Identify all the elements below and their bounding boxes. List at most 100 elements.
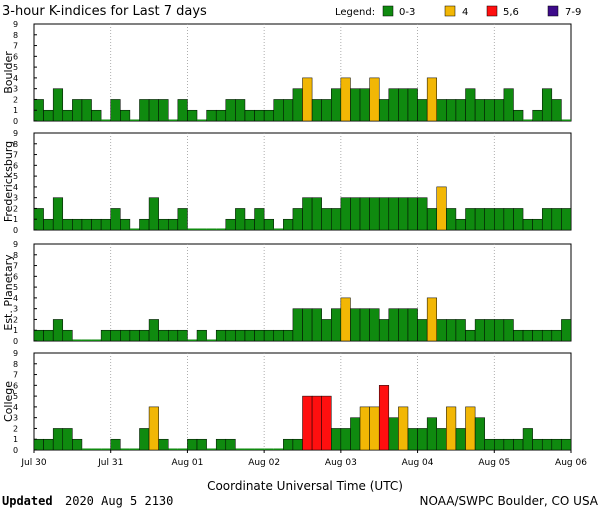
- k-index-bar: [340, 77, 351, 122]
- x-tick-label: Aug 06: [555, 458, 587, 468]
- k-index-bar: [110, 99, 121, 122]
- k-index-bar: [292, 438, 303, 451]
- k-index-bar: [407, 197, 418, 231]
- k-index-bar: [484, 99, 495, 122]
- k-index-bar: [388, 308, 399, 342]
- k-index-bar: [474, 319, 485, 342]
- k-index-bar: [311, 308, 322, 342]
- k-index-bar: [196, 329, 207, 342]
- y-tick-label: 5: [13, 63, 18, 72]
- k-index-bar: [484, 319, 495, 342]
- k-index-bar: [302, 395, 313, 451]
- k-index-bar: [503, 88, 514, 122]
- k-index-bar: [235, 329, 246, 342]
- y-tick-label: 2: [13, 315, 18, 324]
- k-index-bar: [52, 428, 64, 451]
- k-index-bar: [436, 186, 447, 231]
- y-tick-label: 7: [13, 151, 18, 160]
- k-index-bar: [494, 438, 505, 451]
- k-index-bar: [187, 438, 198, 451]
- k-index-bar: [321, 319, 332, 342]
- k-index-bar: [43, 109, 54, 122]
- k-index-bar: [340, 428, 351, 451]
- k-index-bar: [273, 448, 284, 450]
- k-index-bar: [417, 428, 428, 451]
- k-index-bar: [446, 208, 457, 231]
- k-index-bar: [216, 228, 226, 230]
- k-index-bar: [168, 329, 179, 342]
- y-tick-label: 8: [13, 360, 18, 369]
- k-index-bar: [62, 109, 73, 122]
- k-index-bar: [551, 208, 562, 231]
- k-index-bar: [158, 438, 169, 451]
- k-index-bar: [513, 329, 524, 342]
- k-index-bar: [407, 308, 418, 342]
- k-index-bar: [43, 218, 54, 231]
- x-axis-label: Coordinate Universal Time (UTC): [207, 479, 403, 493]
- k-index-bar: [503, 438, 514, 451]
- k-index-bar: [235, 99, 246, 122]
- k-index-bar: [532, 109, 543, 122]
- y-tick-label: 4: [13, 294, 18, 303]
- k-index-bar: [522, 428, 533, 451]
- k-index-bar: [215, 109, 227, 122]
- y-tick-label: 2: [13, 424, 18, 433]
- k-index-bar: [148, 406, 159, 451]
- k-index-bar: [407, 88, 418, 122]
- k-index-bar: [359, 406, 370, 451]
- k-index-bar: [388, 417, 399, 451]
- k-index-bar: [158, 218, 169, 231]
- k-index-bar: [503, 208, 514, 231]
- k-index-bar: [340, 197, 351, 231]
- y-tick-label: 6: [13, 52, 18, 61]
- k-index-bar: [33, 438, 44, 451]
- k-index-bar: [254, 448, 265, 450]
- k-index-bar: [225, 329, 236, 342]
- x-tick-label: Aug 05: [478, 458, 510, 468]
- x-tick-label: Aug 03: [325, 458, 357, 468]
- k-index-bar: [551, 329, 562, 342]
- k-index-bar: [292, 308, 303, 342]
- k-index-bar: [110, 329, 121, 342]
- k-index-bar: [168, 218, 179, 231]
- k-index-bar: [139, 428, 150, 451]
- y-tick-label: 8: [13, 31, 18, 40]
- k-index-bar: [292, 88, 303, 122]
- k-index-bar: [139, 329, 150, 342]
- k-index-bar: [398, 197, 409, 231]
- k-index-bar: [100, 218, 111, 231]
- y-tick-label: 3: [13, 194, 18, 203]
- k-index-bar: [52, 88, 64, 122]
- k-index-bar: [551, 99, 562, 122]
- k-index-bar: [407, 428, 418, 451]
- k-index-bar: [177, 329, 188, 342]
- k-index-bar: [244, 448, 255, 450]
- k-index-bar: [254, 109, 265, 122]
- legend-label-severe: 7-9: [565, 7, 581, 18]
- k-index-bar: [263, 218, 274, 231]
- k-index-bar: [43, 329, 54, 342]
- k-index-bar: [311, 395, 322, 451]
- k-index-bar: [225, 99, 236, 122]
- k-index-bar: [273, 228, 284, 230]
- x-tick-label: Aug 01: [171, 458, 203, 468]
- k-index-bar: [340, 297, 351, 342]
- k-index-bar: [465, 329, 476, 342]
- k-index-bar: [465, 88, 476, 122]
- k-index-bar: [350, 197, 361, 231]
- k-index-bar: [494, 319, 505, 342]
- k-index-bar: [331, 428, 342, 451]
- k-index-bar: [436, 319, 447, 342]
- k-index-bar: [503, 319, 514, 342]
- k-index-bar: [541, 208, 553, 231]
- k-index-bar: [273, 99, 284, 122]
- k-index-bar: [446, 319, 457, 342]
- k-index-bar: [120, 448, 130, 450]
- k-index-bar: [129, 448, 140, 450]
- y-tick-label: 4: [13, 183, 18, 192]
- k-index-bar: [72, 99, 83, 122]
- k-index-bar: [43, 438, 54, 451]
